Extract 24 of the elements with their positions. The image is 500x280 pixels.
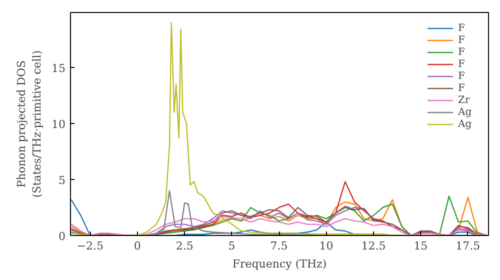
- x-tick-label: 7.5: [270, 240, 288, 252]
- x-tick-label: 0: [134, 240, 141, 252]
- legend-label: F: [458, 70, 466, 82]
- legend-label: F: [458, 82, 466, 94]
- x-tick-label: −2.5: [76, 240, 104, 252]
- legend-label: F: [458, 58, 466, 70]
- legend-label: F: [458, 22, 466, 34]
- x-tick-label: 2.5: [176, 240, 194, 252]
- y-tick-label: 10: [52, 118, 66, 131]
- x-tick-label: 17.5: [456, 240, 480, 252]
- x-tick-label: 5: [228, 240, 236, 252]
- y-tick-label: 0: [58, 230, 66, 243]
- x-tick-label: 10: [319, 240, 334, 252]
- legend-label: F: [458, 46, 466, 58]
- legend-label: F: [458, 34, 466, 46]
- legend-label: Ag: [458, 118, 473, 130]
- x-axis-title: Frequency (THz): [232, 258, 327, 270]
- y-tick-label: 5: [58, 174, 66, 187]
- legend-label: Ag: [458, 106, 473, 118]
- y-tick-label: 15: [52, 62, 66, 75]
- y-axis-title: Phonon projected DOS (States/THz·primitive cell): [14, 50, 44, 198]
- x-tick-label: 15: [414, 240, 428, 252]
- legend-label: Zr: [458, 94, 471, 106]
- x-tick-label: 12.5: [361, 240, 386, 252]
